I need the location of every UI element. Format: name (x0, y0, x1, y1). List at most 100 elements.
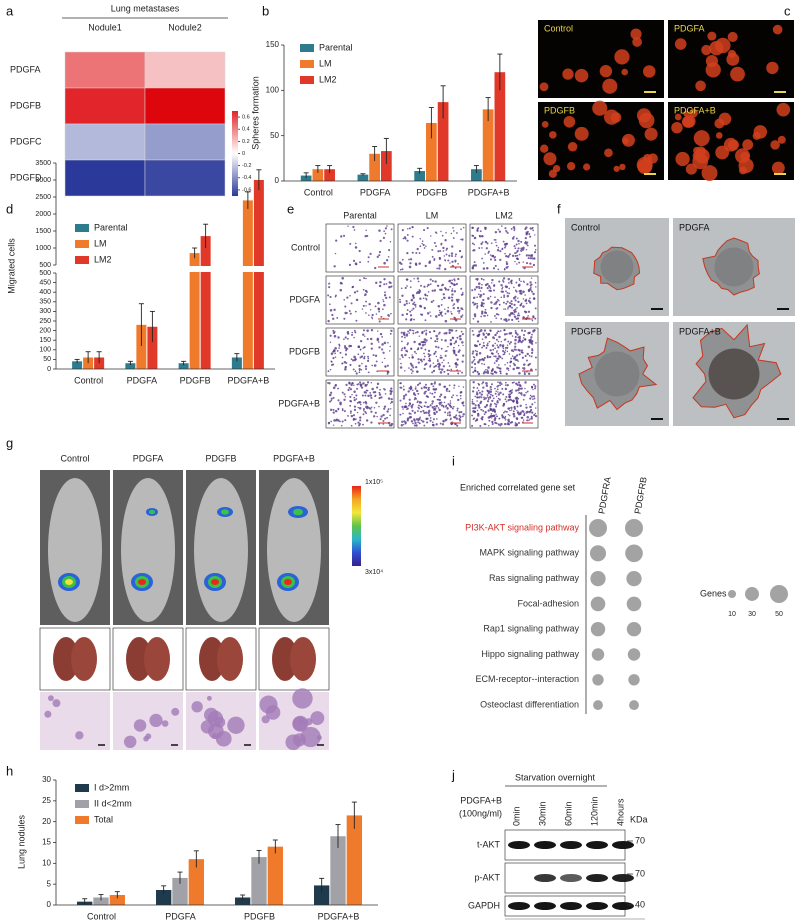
cell (402, 395, 406, 398)
cell (425, 390, 428, 393)
cell (522, 290, 525, 294)
cell (514, 310, 517, 313)
cell (525, 359, 528, 362)
cell (383, 303, 386, 307)
cell (481, 310, 484, 313)
cell (526, 390, 529, 393)
cell (495, 338, 498, 341)
mouse-body (267, 478, 321, 622)
lung (53, 637, 79, 681)
cell (385, 296, 388, 300)
cell (338, 347, 340, 349)
lung (290, 637, 316, 681)
cell (515, 396, 519, 399)
cell (409, 280, 412, 283)
cell (514, 260, 516, 263)
cell (425, 395, 428, 398)
cell (333, 334, 337, 338)
cell (427, 388, 430, 392)
cell (334, 252, 337, 255)
cell (501, 357, 504, 360)
cell (390, 397, 393, 401)
cell (450, 329, 454, 332)
cell (483, 329, 487, 332)
cell (453, 278, 456, 281)
cell (374, 395, 377, 398)
cell (384, 366, 387, 368)
blot-row-label: GAPDH (468, 900, 500, 910)
nodule (191, 701, 203, 713)
cell (383, 294, 387, 297)
cell (426, 227, 429, 230)
lane-label: 60min (563, 801, 573, 826)
cell (491, 394, 494, 397)
cell (511, 389, 514, 391)
cell (434, 409, 437, 411)
panel-letter: j (451, 767, 455, 782)
cell (352, 417, 356, 420)
cell (403, 406, 406, 409)
cell (384, 417, 387, 420)
cell (387, 421, 391, 425)
cell (483, 363, 486, 366)
cell (433, 289, 437, 292)
panel-letter: i (452, 453, 455, 468)
cell (334, 352, 337, 355)
band (612, 841, 634, 849)
cell (452, 394, 455, 397)
cell (442, 293, 445, 296)
x-tick-label: PDGFA (360, 187, 391, 197)
cell (471, 424, 474, 427)
cell (422, 243, 425, 247)
cell (512, 362, 515, 365)
cell (418, 343, 422, 346)
cell (440, 404, 444, 407)
cell (534, 385, 537, 388)
cell (476, 229, 479, 232)
cell (450, 232, 453, 235)
cell (482, 409, 485, 412)
cell (505, 266, 509, 269)
cell (333, 350, 335, 352)
y-tick-label: 1000 (35, 245, 51, 252)
cell (434, 391, 436, 394)
cell (474, 395, 477, 398)
size-legend-dot (745, 587, 759, 601)
cell (411, 251, 414, 254)
cell (502, 350, 505, 353)
cell (504, 308, 507, 310)
cell (458, 414, 461, 417)
cell (482, 372, 485, 375)
cell (530, 253, 534, 257)
cell (522, 316, 525, 318)
y-tick-label: 0 (275, 176, 280, 185)
sphere (604, 148, 613, 158)
nodule (149, 713, 163, 728)
cell (370, 421, 373, 424)
cell (506, 350, 509, 353)
cell (486, 342, 489, 345)
cell (427, 405, 430, 408)
cell (390, 387, 393, 390)
cell (433, 242, 436, 245)
cell (383, 405, 387, 408)
cell (518, 253, 521, 256)
cell (366, 329, 369, 332)
cell (341, 276, 344, 280)
cell (528, 257, 530, 259)
micrograph (325, 275, 395, 325)
cell (436, 398, 439, 401)
cell (444, 288, 447, 291)
cell (533, 251, 537, 254)
cell (428, 359, 432, 362)
cell (424, 383, 427, 386)
row-label: Focal-adhesion (517, 598, 579, 608)
cell (532, 226, 534, 229)
nodule (145, 733, 152, 740)
cell (472, 371, 475, 374)
sphere (693, 130, 710, 147)
cell (423, 306, 426, 309)
panel-letter: e (287, 201, 294, 216)
sphere (715, 145, 730, 160)
cell (457, 372, 460, 375)
